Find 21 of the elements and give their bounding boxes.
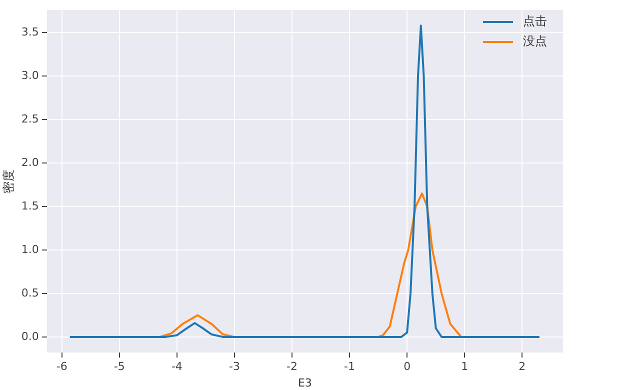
x-tick-label: -4	[171, 360, 182, 374]
x-tick-label: -5	[114, 360, 125, 374]
x-axis-title: E3	[298, 376, 312, 390]
x-tick-label: -3	[228, 360, 240, 374]
y-tick-label: 0.5	[21, 286, 39, 300]
y-axis-title: 密度	[1, 169, 16, 194]
y-tick-label: 3.5	[21, 25, 39, 38]
x-tick-label: 0	[404, 360, 411, 374]
y-tick-label: 3.0	[21, 68, 39, 82]
x-tick-label: 1	[461, 360, 468, 374]
x-tick-label: 2	[518, 360, 526, 374]
y-tick-label: 2.0	[21, 156, 39, 169]
legend-label: 没点	[523, 34, 547, 48]
x-tick-label: -1	[344, 360, 356, 374]
x-tick-label: -2	[286, 360, 298, 374]
x-tick-label: -6	[56, 360, 68, 374]
y-tick-label: 1.5	[21, 199, 39, 212]
legend-label: 点击	[523, 14, 547, 28]
y-tick-label: 0.0	[21, 330, 39, 343]
y-tick-label: 1.0	[21, 242, 39, 256]
y-tick-label: 2.5	[21, 112, 39, 126]
